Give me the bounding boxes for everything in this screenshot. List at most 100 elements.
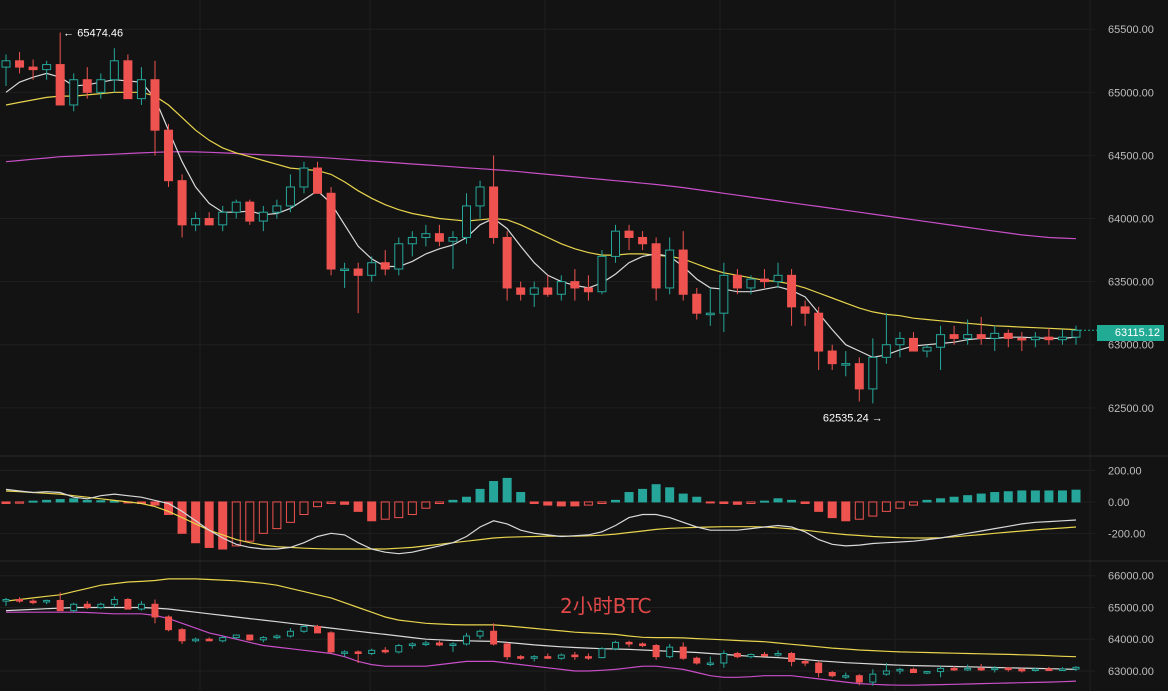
macd-bar (949, 496, 959, 503)
candle-body (908, 337, 918, 352)
candle-body (639, 643, 647, 647)
candle-body (652, 645, 660, 658)
candle-body (83, 603, 91, 608)
candle-body (421, 233, 431, 238)
candle-body (489, 186, 499, 238)
axis-tick-label: 64000.00 (1108, 214, 1154, 226)
macd-bar (665, 487, 675, 503)
macd-bar (570, 501, 580, 507)
candle-body (110, 599, 118, 605)
candle-body (246, 634, 254, 641)
candle-body (205, 638, 213, 642)
macd-bar (258, 501, 268, 534)
candle-body (665, 249, 675, 289)
candle-body (746, 278, 756, 289)
candle-body (380, 262, 390, 270)
candle-body (394, 243, 404, 270)
candle-body (827, 350, 837, 365)
candle-body (869, 673, 877, 683)
axis-tick-label: 200.00 (1108, 466, 1142, 478)
candle-body (286, 630, 294, 637)
macd-bar (96, 500, 106, 503)
macd-bar (367, 501, 377, 522)
candle-body (1057, 336, 1067, 341)
candle-body (462, 205, 472, 238)
candle-body (963, 334, 973, 339)
band-middle-line (5, 606, 1077, 670)
candle-body (448, 236, 458, 242)
candle-body (1030, 336, 1040, 341)
macd-bar (868, 501, 878, 517)
candle-body (408, 643, 416, 647)
macd-bar (529, 501, 539, 505)
macd-bar (556, 501, 566, 507)
macd-bar (407, 501, 417, 515)
candle-body (367, 262, 377, 276)
macd-bar (299, 501, 309, 515)
candle-body (435, 642, 443, 646)
candle-body (368, 649, 376, 654)
candle-body (191, 218, 201, 226)
candle-body (678, 249, 688, 295)
candle-body (434, 233, 444, 242)
candle-body (218, 211, 228, 226)
candle-body (123, 60, 133, 100)
macd-bar (326, 501, 336, 505)
macd-bar (55, 499, 65, 503)
macd-bar (272, 501, 282, 530)
macd-bar (624, 492, 634, 503)
macd-bar (827, 501, 837, 519)
macd-bar (800, 501, 810, 505)
low-annotation: 62535.24 → (823, 412, 883, 424)
candle-body (774, 652, 782, 656)
candle-body (733, 652, 741, 658)
candle-body (2, 599, 10, 602)
candle-body (598, 648, 606, 659)
axis-tick-label: 66000.00 (1108, 571, 1154, 583)
candle-body (896, 668, 904, 672)
macd-bar (1030, 490, 1040, 503)
axis-tick-label: 64500.00 (1108, 150, 1154, 162)
candle-body (97, 603, 105, 608)
candle-body (340, 268, 350, 272)
candle-body (354, 651, 362, 654)
macd-bar (963, 495, 973, 503)
candle-body (855, 675, 863, 683)
macd-bar (150, 501, 160, 506)
candle-body (299, 167, 309, 188)
macd-bar (502, 477, 512, 503)
candle-body (557, 654, 565, 659)
high-annotation: ← 65474.46 (63, 27, 123, 39)
macd-bar (651, 484, 661, 503)
candle-body (706, 662, 714, 666)
candle-body (124, 599, 132, 610)
macd-bar (990, 492, 1000, 503)
macd-bar (543, 501, 553, 506)
axis-tick-label: 65000.00 (1108, 602, 1154, 614)
candle-body (638, 236, 648, 245)
macd-bar (394, 501, 404, 519)
macd-bar (732, 501, 742, 505)
candle-body (991, 667, 999, 671)
macd-bar (218, 501, 228, 550)
candle-body (96, 79, 106, 93)
candle-body (611, 641, 619, 650)
candle-body (1018, 668, 1026, 672)
candle-body (1045, 668, 1053, 672)
candle-body (314, 626, 322, 634)
candle-body (516, 287, 526, 295)
candle-body (719, 274, 729, 314)
candle-body (503, 643, 511, 658)
candle-body (219, 637, 227, 642)
macd-bar (69, 498, 79, 503)
candle-body (272, 205, 282, 213)
macd-bar (1044, 490, 1054, 503)
candle-body (475, 186, 485, 207)
chart-watermark: 2小时BTC (560, 594, 652, 618)
indicator-panel (1, 477, 1081, 555)
candle-body (815, 662, 823, 674)
candle-body (300, 626, 308, 632)
candle-body (800, 306, 810, 314)
macd-bar (489, 481, 499, 503)
